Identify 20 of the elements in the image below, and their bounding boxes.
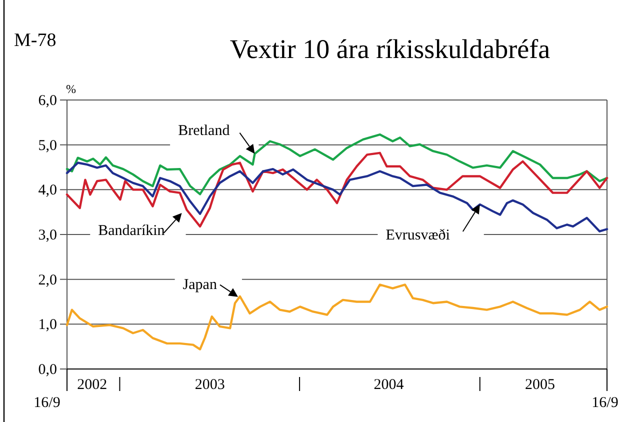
x-tick-label: 2003	[194, 377, 225, 393]
y-tick-label: 4,0	[38, 182, 57, 199]
text: 16/9	[34, 395, 60, 411]
y-tick-label: 0,0	[38, 362, 57, 378]
annotation: Bandaríkin	[98, 222, 166, 239]
annotation: Japan	[182, 276, 218, 293]
y-tick-label: 2,0	[38, 272, 57, 288]
y-tick-label: 3,0	[38, 228, 57, 244]
chart-title: Vextir 10 ára ríkisskuldabréfa	[230, 34, 550, 64]
y-tick-label: 6,0	[38, 93, 57, 109]
x-tick-label: 2002	[77, 377, 108, 393]
y-axis-title: %	[66, 82, 76, 96]
y-tick-label: 5,0	[38, 138, 57, 154]
x-tick-label: 2005	[524, 377, 555, 393]
text: 16/9	[592, 395, 618, 411]
annotation: Bretland	[178, 122, 230, 139]
y-tick-label: 1,0	[38, 317, 57, 334]
text: M-78	[14, 30, 56, 51]
x-tick-label: 2004	[374, 377, 404, 393]
annotation: Evrusvæði	[386, 227, 450, 244]
